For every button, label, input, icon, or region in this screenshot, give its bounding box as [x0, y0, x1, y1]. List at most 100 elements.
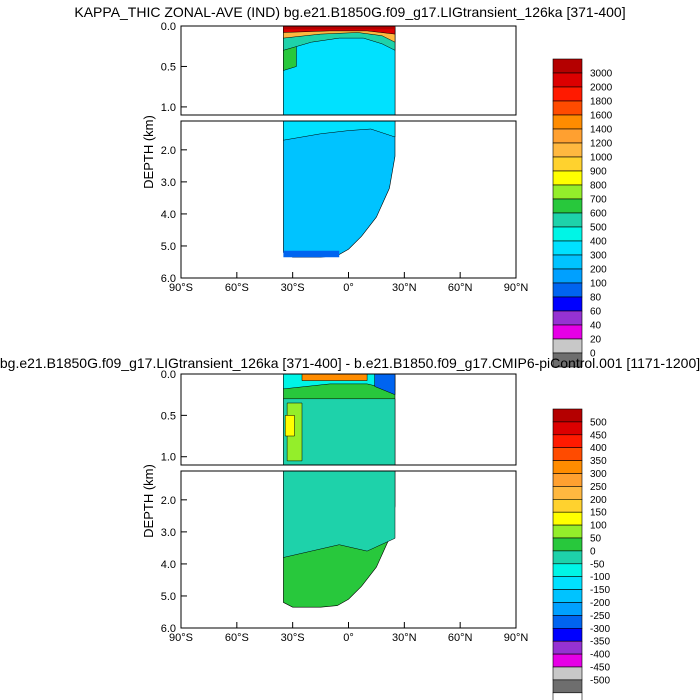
- colorbar-label: 60: [590, 307, 602, 318]
- y-axis-label: DEPTH (km): [141, 115, 156, 189]
- colorbar-label: 1800: [590, 97, 613, 108]
- upper-field: [283, 26, 396, 115]
- colorbar-swatch: [552, 615, 583, 629]
- colorbar-swatch: [552, 128, 583, 144]
- y-tick-label: 1.0: [161, 452, 176, 464]
- colorbar-label: 800: [590, 181, 607, 192]
- colorbar-label: 250: [590, 482, 607, 493]
- colorbar-label: 150: [590, 508, 607, 519]
- colorbar-swatch: [552, 460, 583, 474]
- colorbar-label: 80: [590, 293, 602, 304]
- colorbar-swatch: [552, 589, 583, 603]
- y-tick-label: 6.0: [161, 623, 176, 635]
- chart-title: KAPPA_THIC ZONAL-AVE (IND) bg.e21.B1850G…: [74, 4, 625, 20]
- x-tick-label: 90°N: [504, 282, 529, 294]
- colorbar-label: 20: [590, 335, 602, 346]
- colorbar-label: 1600: [590, 111, 613, 122]
- colorbar-label: 500: [590, 417, 607, 428]
- colorbar-label: -450: [590, 663, 610, 674]
- colorbar-swatch: [552, 324, 583, 340]
- x-tick-label: 90°S: [169, 282, 193, 294]
- colorbar-swatch: [552, 627, 583, 642]
- colorbar-label: 350: [590, 456, 607, 467]
- colorbar-swatch: [552, 72, 583, 88]
- colorbar-swatch: [552, 692, 583, 700]
- x-tick-label: 60°S: [225, 632, 249, 644]
- y-tick-label: 5.0: [161, 241, 176, 253]
- colorbar-swatch: [552, 338, 583, 354]
- x-tick-label: 60°N: [448, 632, 473, 644]
- colorbar-label: -50: [590, 559, 605, 570]
- colorbar-label: 0: [590, 546, 596, 557]
- field-region: [301, 374, 368, 381]
- y-tick-label: 4.0: [161, 209, 176, 221]
- y-tick-label: 6.0: [161, 273, 176, 285]
- colorbar-label: 900: [590, 167, 607, 178]
- colorbar-label: 2000: [590, 83, 613, 94]
- colorbar-swatch: [552, 524, 583, 539]
- colorbar-swatch: [552, 550, 583, 565]
- y-tick-label: 5.0: [161, 591, 176, 603]
- colorbar-swatch: [552, 602, 583, 616]
- field-region: [283, 471, 396, 558]
- y-tick-label: 1.0: [161, 102, 176, 114]
- lower-field: [283, 471, 396, 608]
- y-tick-label: 0.5: [161, 61, 176, 73]
- colorbar-label: -300: [590, 624, 610, 635]
- colorbar-label: 300: [590, 251, 607, 262]
- colorbar-swatch: [552, 156, 583, 172]
- field-region: [283, 26, 395, 30]
- colorbar-swatch: [552, 434, 583, 448]
- colorbar-label: 1400: [590, 125, 613, 136]
- field-region: [283, 121, 396, 141]
- colorbar-label: 3000: [590, 69, 613, 80]
- colorbar-label: 400: [590, 443, 607, 454]
- y-tick-label: 3.0: [161, 527, 176, 539]
- colorbar-swatch: [552, 576, 583, 590]
- colorbar-swatch: [552, 268, 583, 284]
- colorbar-swatch: [552, 240, 583, 256]
- x-tick-label: 90°N: [504, 632, 529, 644]
- y-tick-label: 2.0: [161, 145, 176, 157]
- colorbar-label: 400: [590, 237, 607, 248]
- colorbar-swatch: [552, 511, 583, 526]
- colorbar-swatch: [552, 184, 583, 200]
- colorbar-swatch: [552, 226, 583, 242]
- colorbar-label: -500: [590, 675, 610, 686]
- colorbar-label: 1000: [590, 153, 613, 164]
- chart-title: bg.e21.B1850G.f09_g17.LIGtransient_126ka…: [0, 355, 700, 371]
- colorbar-label: 300: [590, 469, 607, 480]
- colorbar-swatch: [552, 212, 583, 228]
- colorbar-swatch: [552, 296, 583, 312]
- x-tick-label: 90°S: [169, 632, 193, 644]
- colorbar-label: 500: [590, 223, 607, 234]
- colorbar-swatch: [552, 640, 583, 655]
- colorbar-swatch: [552, 473, 583, 487]
- panel-2: bg.e21.B1850G.f09_g17.LIGtransient_126ka…: [0, 355, 700, 700]
- upper-frame: [180, 25, 517, 116]
- colorbar-swatch: [552, 679, 583, 694]
- x-tick-label: 30°N: [392, 632, 417, 644]
- colorbar-swatch: [552, 254, 583, 270]
- y-tick-label: 0.0: [161, 369, 176, 381]
- y-tick-label: 4.0: [161, 559, 176, 571]
- colorbar-label: -150: [590, 585, 610, 596]
- colorbar-swatch: [552, 421, 583, 436]
- x-tick-label: 30°S: [281, 282, 305, 294]
- colorbar-label: 700: [590, 195, 607, 206]
- colorbar-label: -100: [590, 572, 610, 583]
- colorbar-label: 100: [590, 279, 607, 290]
- y-axis-label: DEPTH (km): [141, 464, 156, 538]
- colorbar-swatch: [552, 563, 583, 577]
- panel-1: KAPPA_THIC ZONAL-AVE (IND) bg.e21.B1850G…: [74, 4, 626, 368]
- x-tick-label: 30°S: [281, 632, 305, 644]
- x-tick-label: 0°: [343, 282, 354, 294]
- colorbar-label: -400: [590, 650, 610, 661]
- colorbar-swatch: [552, 408, 583, 423]
- lower-field: [283, 121, 396, 258]
- colorbar-label: 200: [590, 495, 607, 506]
- colorbar-label: 1200: [590, 139, 613, 150]
- colorbar-label: -200: [590, 598, 610, 609]
- y-tick-label: 2.0: [161, 495, 176, 507]
